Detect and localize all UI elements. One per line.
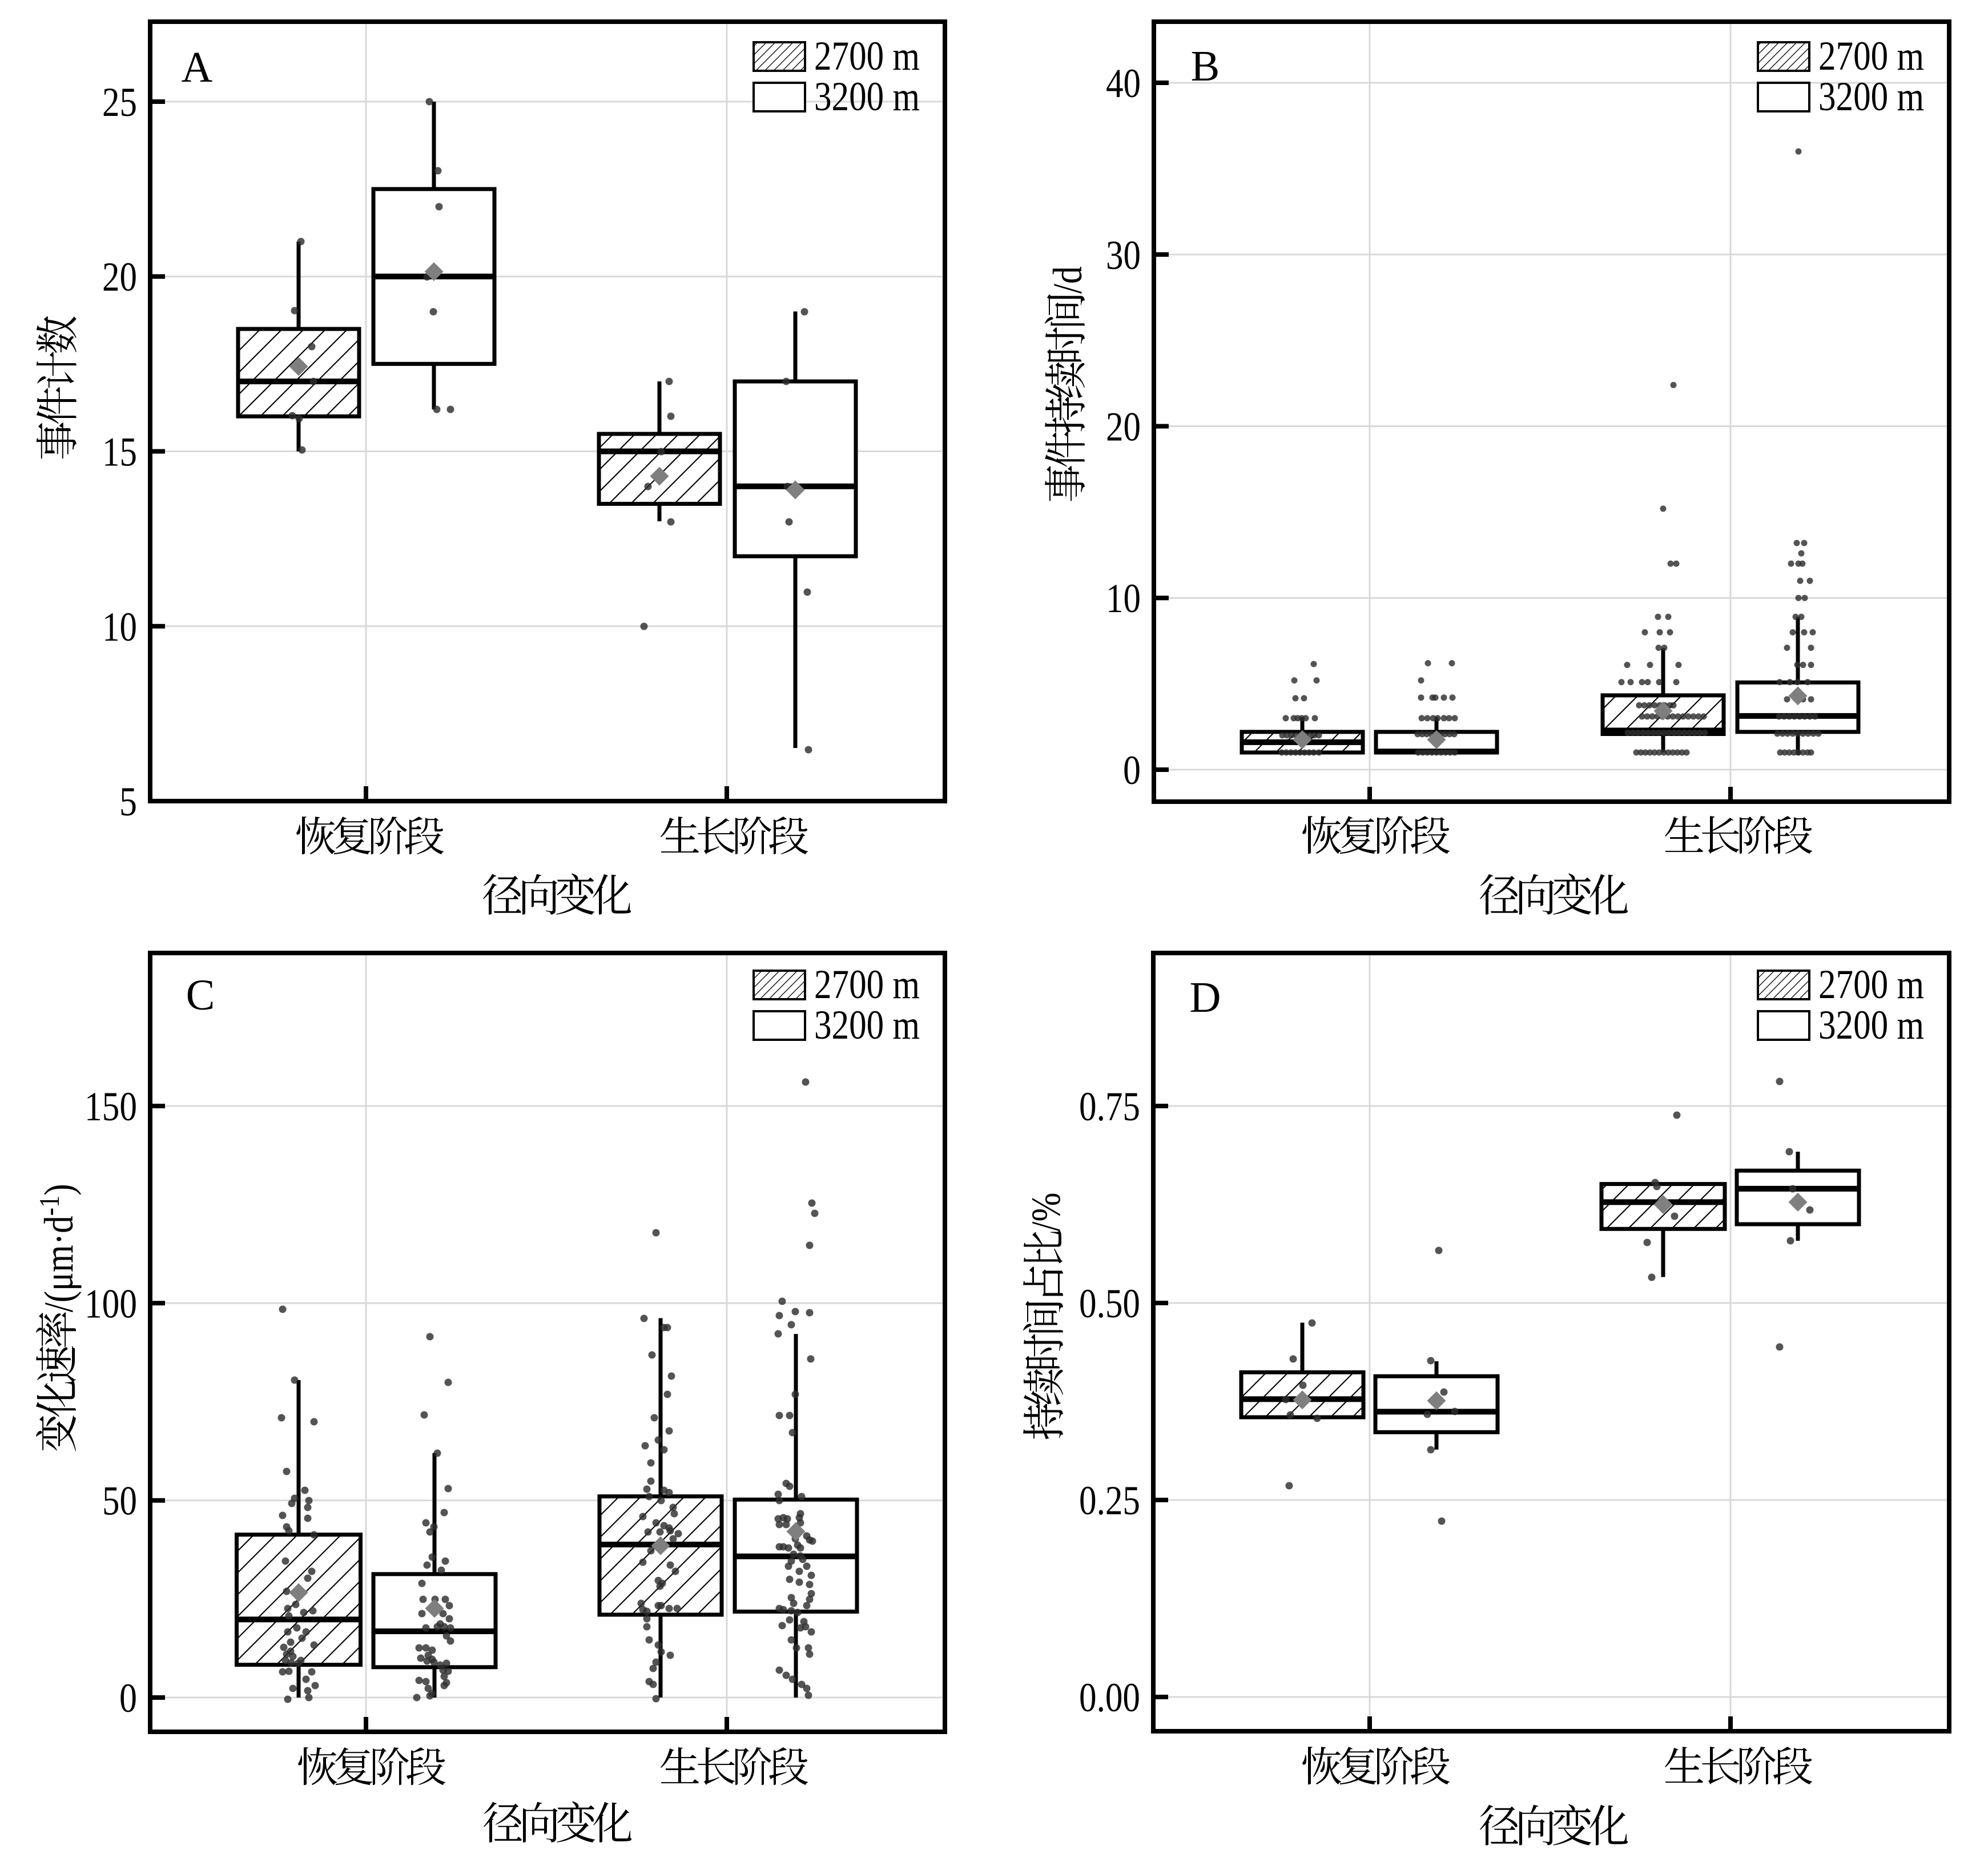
- svg-text:3200 m: 3200 m: [1818, 74, 1924, 119]
- svg-text:/%: /%: [1023, 1193, 1069, 1232]
- svg-text:3200 m: 3200 m: [1818, 1002, 1924, 1048]
- svg-text:3200 m: 3200 m: [814, 74, 920, 119]
- svg-text:50: 50: [102, 1478, 137, 1524]
- svg-text:20: 20: [1106, 404, 1141, 450]
- svg-text:B: B: [1191, 42, 1220, 90]
- svg-text:15: 15: [102, 429, 137, 475]
- svg-text:25: 25: [102, 79, 137, 125]
- svg-text:10: 10: [1106, 576, 1141, 621]
- svg-text:20: 20: [102, 254, 137, 300]
- svg-text:0: 0: [119, 1675, 137, 1721]
- svg-text:10: 10: [102, 604, 137, 650]
- svg-text:5: 5: [119, 779, 137, 825]
- svg-text:0.00: 0.00: [1079, 1675, 1140, 1720]
- svg-text:0.25: 0.25: [1079, 1478, 1140, 1523]
- svg-text:2700 m: 2700 m: [1818, 33, 1924, 79]
- svg-text:A: A: [182, 43, 213, 91]
- svg-text:D: D: [1190, 974, 1221, 1021]
- svg-text:2700 m: 2700 m: [814, 962, 920, 1007]
- svg-text:0: 0: [1123, 747, 1141, 793]
- svg-text:C: C: [186, 971, 215, 1019]
- svg-text:3200 m: 3200 m: [814, 1002, 920, 1048]
- svg-text:2700 m: 2700 m: [814, 33, 920, 79]
- svg-text:100: 100: [84, 1281, 137, 1326]
- svg-text:30: 30: [1106, 232, 1141, 278]
- svg-text:150: 150: [84, 1084, 137, 1129]
- svg-text:2700 m: 2700 m: [1818, 962, 1924, 1007]
- svg-text:0.50: 0.50: [1079, 1281, 1140, 1326]
- svg-text:0.75: 0.75: [1079, 1084, 1140, 1129]
- svg-text:/d: /d: [1045, 266, 1090, 293]
- svg-text:40: 40: [1106, 61, 1141, 106]
